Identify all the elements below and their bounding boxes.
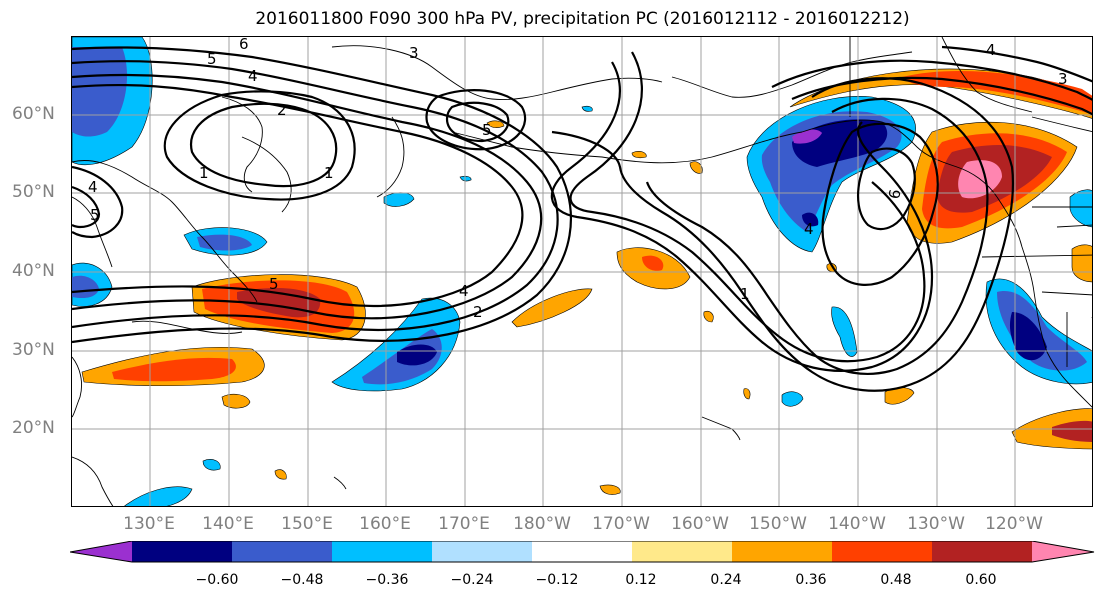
longitude-label: 160°W (671, 514, 729, 534)
colorbar-segment (132, 541, 233, 562)
colorbar-tick: −0.60 (195, 572, 239, 588)
latitude-label: 30°N (12, 340, 55, 360)
latitude-label: 50°N (12, 182, 55, 202)
pv-label: 1 (199, 164, 209, 182)
colorbar-tick: −0.48 (280, 572, 324, 588)
latitude-label: 20°N (12, 418, 55, 438)
pv-contours (72, 45, 1092, 392)
colorbar-segment (932, 541, 1033, 562)
pv-label: 5 (269, 275, 279, 293)
pv-label: 6 (885, 188, 904, 201)
colorbar-tick: 0.24 (710, 572, 742, 588)
pv-label: 4 (88, 178, 98, 196)
pv-label: 6 (239, 37, 249, 53)
colorbar-tick: −0.36 (365, 572, 409, 588)
pv-label: 4 (459, 282, 469, 300)
longitude-label: 140°W (828, 514, 886, 534)
longitude-label: 170°W (592, 514, 650, 534)
latitude-label: 40°N (12, 261, 55, 281)
pv-label: 5 (482, 121, 492, 139)
longitude-label: 160°E (359, 514, 411, 534)
pv-label: 2 (473, 303, 483, 321)
colorbar-segment (832, 541, 933, 562)
precip-positive-areas (81, 68, 1092, 495)
colorbar (70, 541, 1095, 563)
pv-label: 1 (324, 164, 334, 182)
colorbar-tick: 0.60 (965, 572, 997, 588)
colorbar-extend-high (1032, 541, 1094, 562)
colorbar-tick: −0.24 (450, 572, 494, 588)
longitude-label: 180°W (513, 514, 571, 534)
longitude-label: 140°E (202, 514, 254, 534)
graticule (72, 37, 1092, 506)
pv-label: 4 (248, 67, 258, 85)
pv-contour-labels: 6 5 4 3 2 1 1 5 4 5 5 4 2 1 6 4 4 3 (88, 37, 1068, 321)
colorbar-segment (732, 541, 833, 562)
longitude-label: 150°W (749, 514, 807, 534)
pv-label: 4 (986, 41, 996, 59)
colorbar-tick: 0.48 (880, 572, 912, 588)
colorbar-segment (232, 541, 333, 562)
pv-label: 4 (804, 220, 814, 238)
map-title: 2016011800 F090 300 hPa PV, precipitatio… (255, 9, 910, 29)
pv-label: 1 (740, 285, 750, 303)
colorbar-segment (432, 541, 533, 562)
colorbar-segment (332, 541, 433, 562)
pv-label: 3 (409, 44, 419, 62)
latitude-label: 60°N (12, 104, 55, 124)
colorbar-segments (70, 541, 1094, 562)
pv-label: 5 (207, 50, 217, 68)
colorbar-segment (632, 541, 733, 562)
pv-label: 5 (90, 206, 100, 224)
colorbar-extend-low (70, 541, 132, 562)
colorbar-tick: −0.12 (535, 572, 579, 588)
map-panel: 6 5 4 3 2 1 1 5 4 5 5 4 2 1 6 4 4 3 (71, 36, 1093, 507)
longitude-label: 150°E (281, 514, 333, 534)
longitude-label: 170°E (438, 514, 490, 534)
colorbar-tick: 0.12 (625, 572, 657, 588)
map-plot: 6 5 4 3 2 1 1 5 4 5 5 4 2 1 6 4 4 3 (72, 37, 1092, 506)
longitude-label: 130°E (123, 514, 175, 534)
longitude-label: 130°W (907, 514, 965, 534)
pv-label: 2 (277, 101, 287, 119)
pv-label: 3 (1058, 70, 1068, 88)
colorbar-tick: 0.36 (795, 572, 827, 588)
colorbar-segment (532, 541, 633, 562)
longitude-label: 120°W (985, 514, 1043, 534)
